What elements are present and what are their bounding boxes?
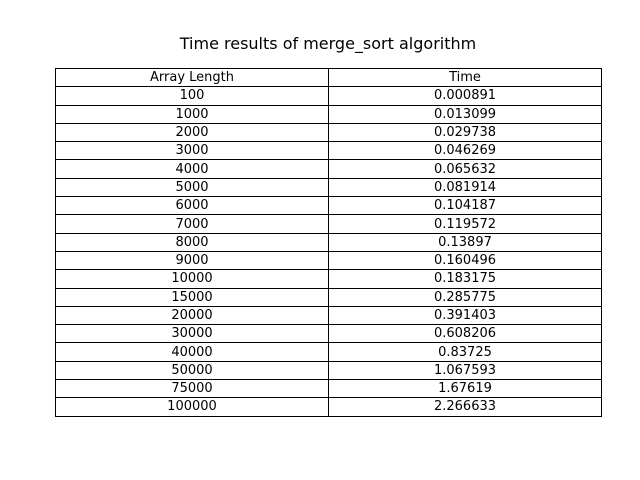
time-cell: 0.119572 [328,214,602,234]
array-length-cell: 2000 [55,122,329,143]
table-row: 7000 0.119572 [55,214,602,234]
array-length-cell: 9000 [55,250,329,271]
table-row: 75000 1.67619 [55,379,602,399]
table-row: 20000 0.391403 [55,305,602,326]
table-row: 40000 0.83725 [55,342,602,362]
array-length-cell: 4000 [55,159,329,179]
table-row: 1000 0.013099 [55,104,602,124]
time-cell: 0.160496 [328,250,602,271]
column-header-time: Time [328,67,602,88]
array-length-cell: 100000 [55,397,329,417]
chart-title: Time results of merge_sort algorithm [179,34,477,53]
table-row: 5000 0.081914 [55,177,602,198]
array-length-cell: 7000 [55,214,329,234]
table-body: 100 0.000891 1000 0.013099 2000 0.029738 3000 0… [55,86,602,417]
array-length-cell: 15000 [55,287,329,307]
array-length-cell: 30000 [55,324,329,344]
time-cell: 0.13897 [328,232,602,252]
table-row: 9000 0.160496 [55,250,602,271]
time-cell: 0.046269 [328,141,602,161]
time-cell: 1.67619 [328,379,602,399]
table-row: 4000 0.065632 [55,159,602,179]
array-length-cell: 1000 [55,104,329,124]
array-length-cell: 8000 [55,232,329,252]
time-cell: 0.183175 [328,269,602,289]
array-length-cell: 5000 [55,177,329,198]
array-length-cell: 20000 [55,305,329,326]
array-length-cell: 40000 [55,342,329,362]
table-row: 100 0.000891 [55,86,602,106]
time-cell: 0.029738 [328,122,602,143]
time-cell: 0.065632 [328,159,602,179]
table-row: 15000 0.285775 [55,287,602,307]
table-row: 3000 0.046269 [55,141,602,161]
table-row: 50000 1.067593 [55,360,602,381]
table-row: 8000 0.13897 [55,232,602,252]
table-row: 100000 2.266633 [55,397,602,417]
table-header-row: Array Length Time [55,67,602,88]
time-cell: 0.608206 [328,324,602,344]
time-cell: 0.83725 [328,342,602,362]
time-cell: 0.285775 [328,287,602,307]
array-length-cell: 10000 [55,269,329,289]
array-length-cell: 100 [55,86,329,106]
time-cell: 0.000891 [328,86,602,106]
column-header-array-length: Array Length [55,67,329,88]
array-length-cell: 6000 [55,196,329,216]
array-length-cell: 75000 [55,379,329,399]
time-cell: 0.104187 [328,196,602,216]
table-row: 6000 0.104187 [55,196,602,216]
array-length-cell: 50000 [55,360,329,381]
time-cell: 1.067593 [328,360,602,381]
time-cell: 0.013099 [328,104,602,124]
table-row: 30000 0.608206 [55,324,602,344]
array-length-cell: 3000 [55,141,329,161]
time-cell: 0.391403 [328,305,602,326]
table-row: 2000 0.029738 [55,122,602,143]
results-table: Array Length Time 100 0.000891 1000 0.01309… [55,67,602,417]
time-cell: 0.081914 [328,177,602,198]
table-row: 10000 0.183175 [55,269,602,289]
time-cell: 2.266633 [328,397,602,417]
